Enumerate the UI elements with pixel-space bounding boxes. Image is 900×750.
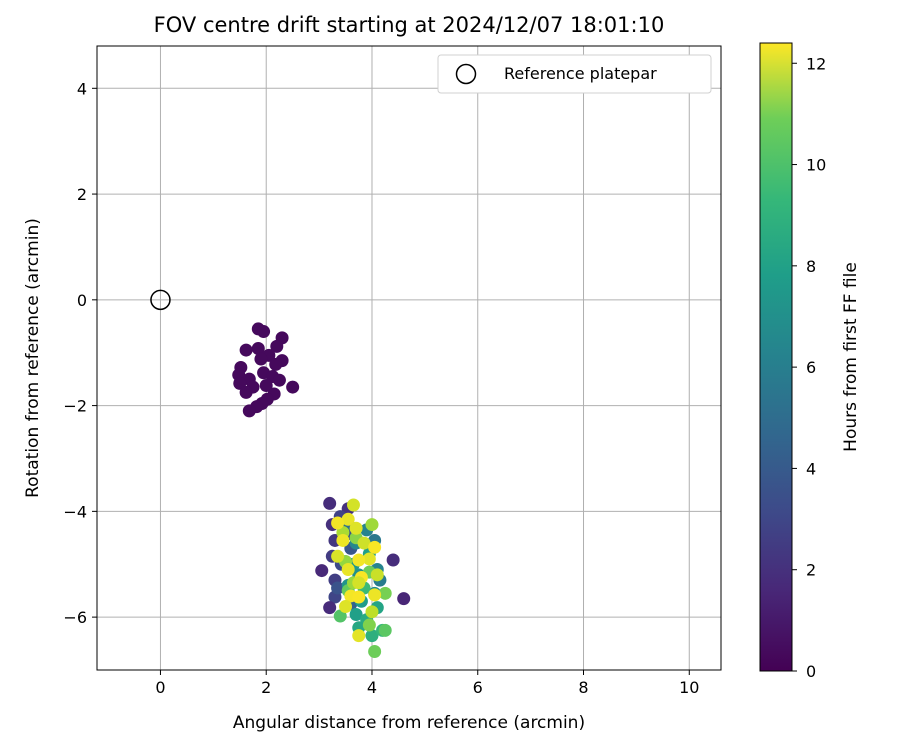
data-point [254, 352, 268, 366]
colorbar-tick-label: 12 [806, 54, 826, 73]
data-point [251, 341, 265, 355]
data-point [365, 629, 379, 643]
y-tick-label: 2 [77, 185, 87, 204]
colorbar-tick-label: 8 [806, 257, 816, 276]
colorbar-tick-label: 2 [806, 561, 816, 580]
data-point [239, 343, 253, 357]
colorbar-tick-label: 4 [806, 459, 816, 478]
data-point [270, 339, 284, 353]
x-tick-label: 10 [679, 678, 699, 697]
data-point [331, 581, 345, 595]
data-point [386, 553, 400, 567]
colorbar-tick-label: 10 [806, 156, 826, 175]
legend-marker-icon [455, 63, 477, 85]
data-point [352, 629, 366, 643]
data-point [323, 496, 337, 510]
x-tick-label: 4 [367, 678, 377, 697]
data-point [349, 607, 363, 621]
data-point [341, 512, 355, 526]
legend-label: Reference platepar [504, 64, 657, 83]
colorbar-tick-label: 0 [806, 662, 816, 681]
reference-platepar-marker [150, 289, 171, 311]
legend-box [437, 54, 712, 94]
colorbar-ticks: 0 2 4 6 8 10 12 [792, 54, 826, 681]
chart-title: FOV centre drift starting at 2024/12/07 … [154, 13, 665, 37]
colorbar: 0 2 4 6 8 10 12 Hours from first FF file [759, 42, 861, 681]
data-point [239, 385, 253, 399]
data-point [323, 601, 337, 615]
data-point [339, 600, 353, 614]
data-point [365, 518, 379, 532]
data-point [331, 516, 345, 530]
y-tick-label: 4 [77, 79, 87, 98]
x-tick-label: 2 [261, 678, 271, 697]
data-point [368, 588, 382, 602]
y-tick-label: −6 [63, 608, 87, 627]
x-tick-label: 8 [578, 678, 588, 697]
data-point [346, 498, 360, 512]
data-point [333, 609, 347, 623]
data-point [259, 378, 273, 392]
y-tick-label: −4 [63, 502, 87, 521]
data-point [352, 590, 366, 604]
data-point [357, 536, 371, 550]
grid [97, 46, 721, 670]
plot-frame [96, 45, 722, 671]
data-point [341, 563, 355, 577]
x-tick-label: 0 [155, 678, 165, 697]
data-point [269, 357, 283, 371]
data-point [272, 373, 286, 387]
x-axis-ticks: 0 2 4 6 8 10 [155, 670, 699, 697]
y-axis-ticks: −6 −4 −2 0 2 4 [63, 79, 97, 627]
y-axis-label: Rotation from reference (arcmin) [23, 218, 43, 498]
data-point [233, 376, 247, 390]
x-tick-label: 6 [473, 678, 483, 697]
data-point [352, 553, 366, 567]
data-point [242, 404, 256, 418]
legend: Reference platepar [437, 54, 712, 94]
colorbar-gradient [759, 42, 793, 672]
data-point [378, 623, 392, 637]
data-point [365, 605, 379, 619]
data-point [397, 592, 411, 606]
data-point [315, 564, 329, 578]
data-point [368, 644, 382, 658]
data-point [370, 568, 384, 582]
data-point [349, 521, 363, 535]
colorbar-tick-label: 6 [806, 358, 816, 377]
data-point [286, 380, 300, 394]
data-point [331, 549, 345, 563]
data-point [362, 552, 376, 566]
data-point [352, 576, 366, 590]
y-tick-label: −2 [63, 397, 87, 416]
data-points [232, 322, 411, 658]
data-point [362, 618, 376, 632]
colorbar-label: Hours from first FF file [841, 262, 861, 452]
data-point [336, 533, 350, 547]
y-tick-label: 0 [77, 291, 87, 310]
data-point [378, 586, 392, 600]
data-point [368, 540, 382, 554]
data-point [257, 325, 271, 339]
x-axis-label: Angular distance from reference (arcmin) [233, 713, 585, 733]
